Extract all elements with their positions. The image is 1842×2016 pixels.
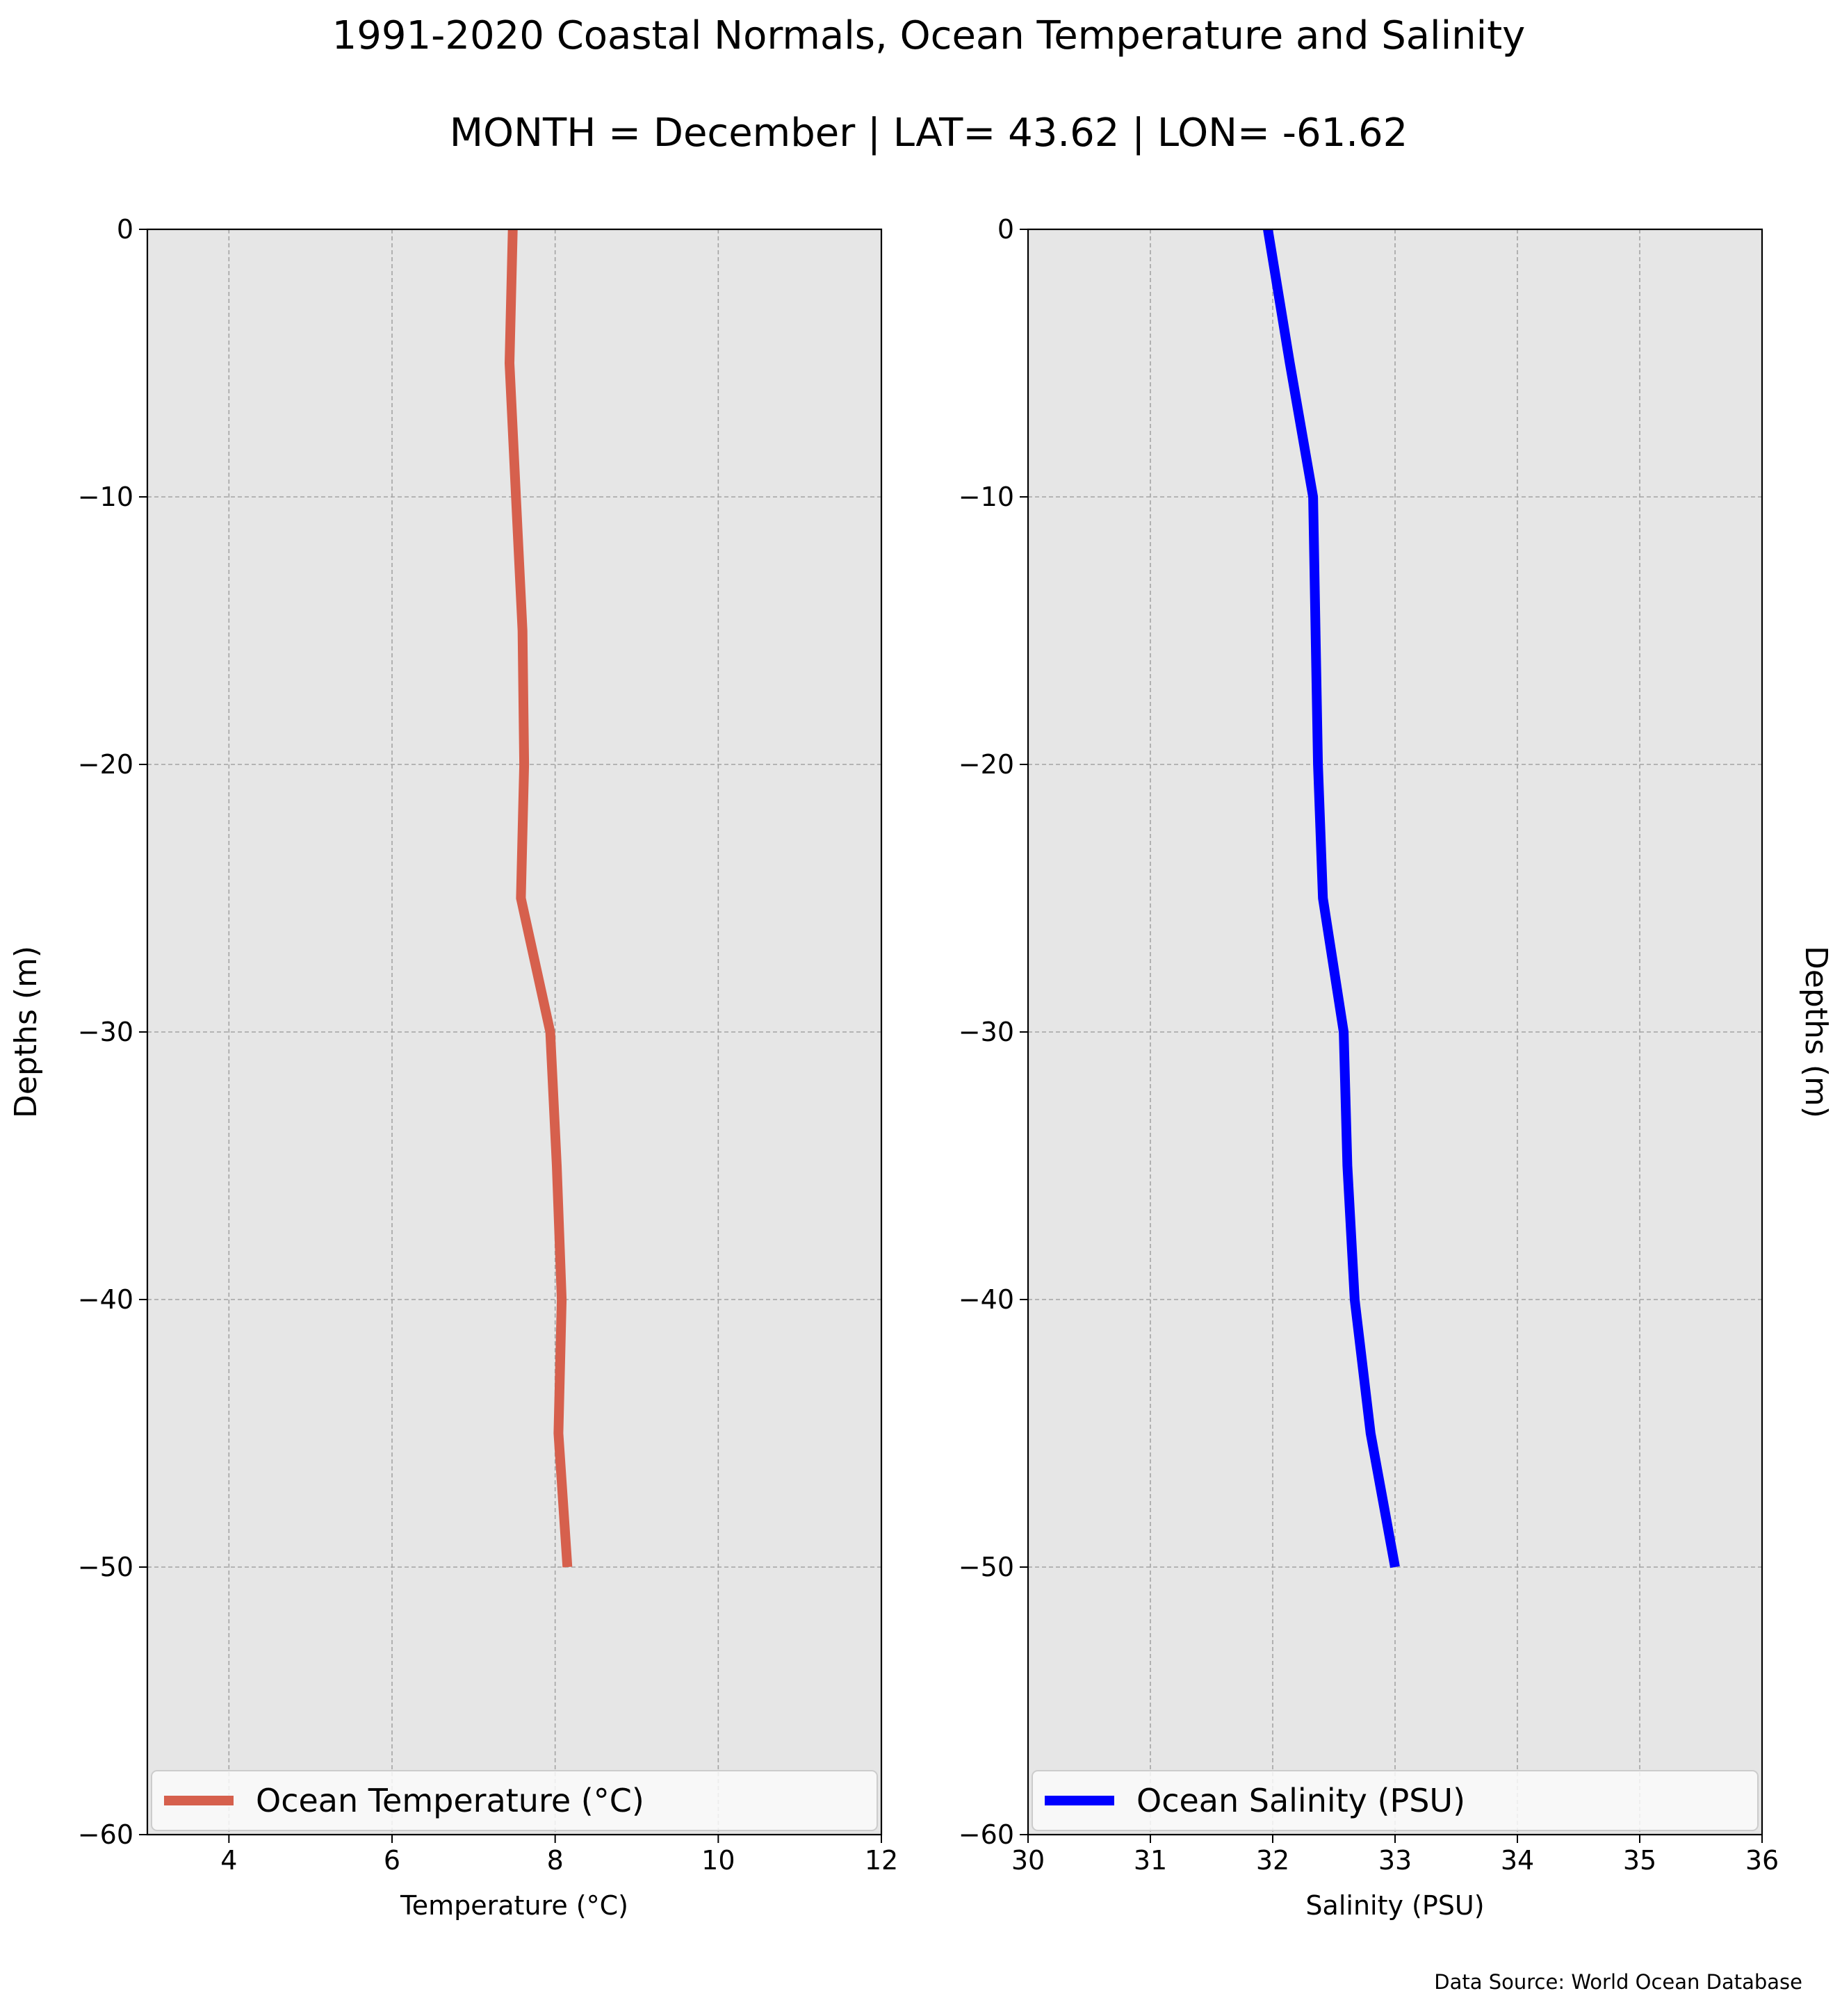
temperature-legend-label: Ocean Temperature (°C) bbox=[256, 1782, 644, 1819]
salinity-x-tick-label: 34 bbox=[1501, 1845, 1534, 1876]
salinity-y-tick-label: −40 bbox=[959, 1284, 1014, 1315]
salinity-x-axis-label: Salinity (PSU) bbox=[1305, 1890, 1484, 1921]
temperature-x-tick-label: 4 bbox=[220, 1845, 237, 1876]
temperature-y-tick-label: 0 bbox=[117, 214, 133, 245]
temperature-x-tick-label: 10 bbox=[701, 1845, 735, 1876]
temperature-legend: Ocean Temperature (°C) bbox=[151, 1770, 878, 1831]
salinity-profile-line bbox=[1263, 228, 1400, 1568]
temperature-y-tick-label: −30 bbox=[78, 1017, 133, 1047]
salinity-y-tick-label: −60 bbox=[959, 1819, 1014, 1850]
salinity-x-tick-label: 31 bbox=[1134, 1845, 1167, 1876]
salinity-x-tick-label: 36 bbox=[1745, 1845, 1779, 1876]
temperature-y-tick-label: −40 bbox=[78, 1284, 133, 1315]
salinity-y-tick-label: 0 bbox=[997, 214, 1014, 245]
salinity-y-axis-label: Depths (m) bbox=[1798, 946, 1834, 1118]
figure-title: 1991-2020 Coastal Normals, Ocean Tempera… bbox=[332, 13, 1526, 58]
salinity-x-tick-label: 33 bbox=[1378, 1845, 1412, 1876]
figure-subtitle: MONTH = December | LAT= 43.62 | LON= -61… bbox=[450, 110, 1408, 156]
temperature-panel: 4 6 8 10 12 0 −10 −20 −30 −40 −50 −60 Temperature (°… bbox=[8, 214, 898, 1921]
temperature-x-axis-label: Temperature (°C) bbox=[400, 1890, 628, 1921]
temperature-x-tick-label: 12 bbox=[865, 1845, 898, 1876]
temperature-x-tick-label: 6 bbox=[384, 1845, 400, 1876]
salinity-x-tick-label: 30 bbox=[1011, 1845, 1045, 1876]
data-source-note: Data Source: World Ocean Database bbox=[1434, 1970, 1802, 1994]
salinity-y-tick-label: −30 bbox=[959, 1017, 1014, 1047]
temperature-y-tick-label: −50 bbox=[78, 1552, 133, 1582]
salinity-legend-box bbox=[1032, 1770, 1759, 1831]
salinity-legend: Ocean Salinity (PSU) bbox=[1032, 1770, 1759, 1831]
temperature-y-tick-label: −20 bbox=[78, 749, 133, 780]
salinity-x-tick-label: 32 bbox=[1256, 1845, 1289, 1876]
temperature-legend-box bbox=[151, 1770, 878, 1831]
salinity-y-tick-label: −20 bbox=[959, 749, 1014, 780]
salinity-legend-label: Ocean Salinity (PSU) bbox=[1136, 1782, 1465, 1819]
salinity-x-tick-label: 35 bbox=[1623, 1845, 1656, 1876]
temperature-y-tick-label: −10 bbox=[78, 482, 133, 512]
temperature-x-tick-label: 8 bbox=[547, 1845, 564, 1876]
temperature-y-axis-label: Depths (m) bbox=[8, 946, 44, 1118]
salinity-y-tick-label: −10 bbox=[959, 482, 1014, 512]
temperature-profile-line bbox=[504, 229, 573, 1568]
salinity-panel: 30 31 32 33 34 35 36 0 −10 −20 −30 −40 −50 −60 Salinit… bbox=[959, 214, 1834, 1921]
temperature-y-tick-label: −60 bbox=[78, 1819, 133, 1850]
salinity-y-tick-label: −50 bbox=[959, 1552, 1014, 1582]
